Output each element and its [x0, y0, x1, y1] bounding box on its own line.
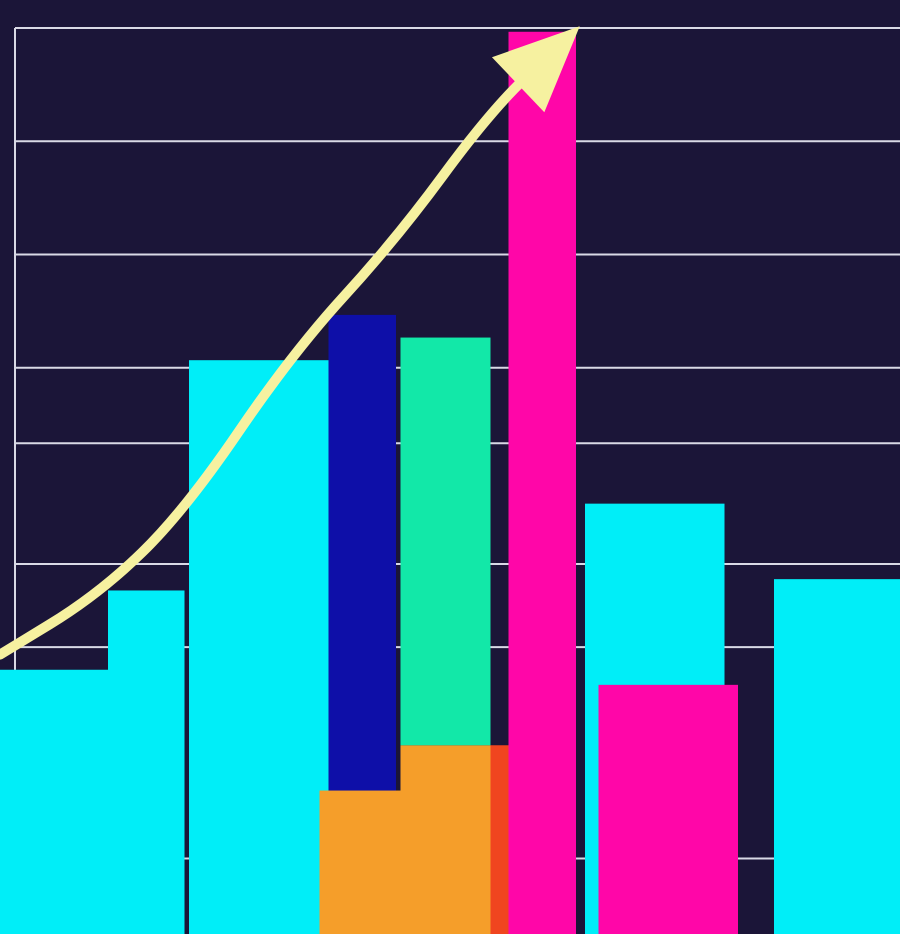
bar-2 — [189, 360, 329, 934]
trend-arrow-head — [491, 26, 580, 113]
bar-6 — [400, 337, 491, 746]
bar-5 — [400, 745, 491, 934]
bar-11 — [774, 579, 900, 934]
bar-8 — [508, 31, 576, 934]
bar-10 — [598, 684, 738, 934]
bar-7 — [490, 745, 509, 934]
trend-layer — [0, 26, 580, 660]
trend-line — [0, 41, 563, 660]
bar-layer — [0, 31, 900, 934]
bar-0 — [0, 669, 108, 934]
bar-3 — [328, 314, 396, 791]
bar-4 — [319, 790, 401, 934]
bar-1 — [108, 590, 185, 934]
